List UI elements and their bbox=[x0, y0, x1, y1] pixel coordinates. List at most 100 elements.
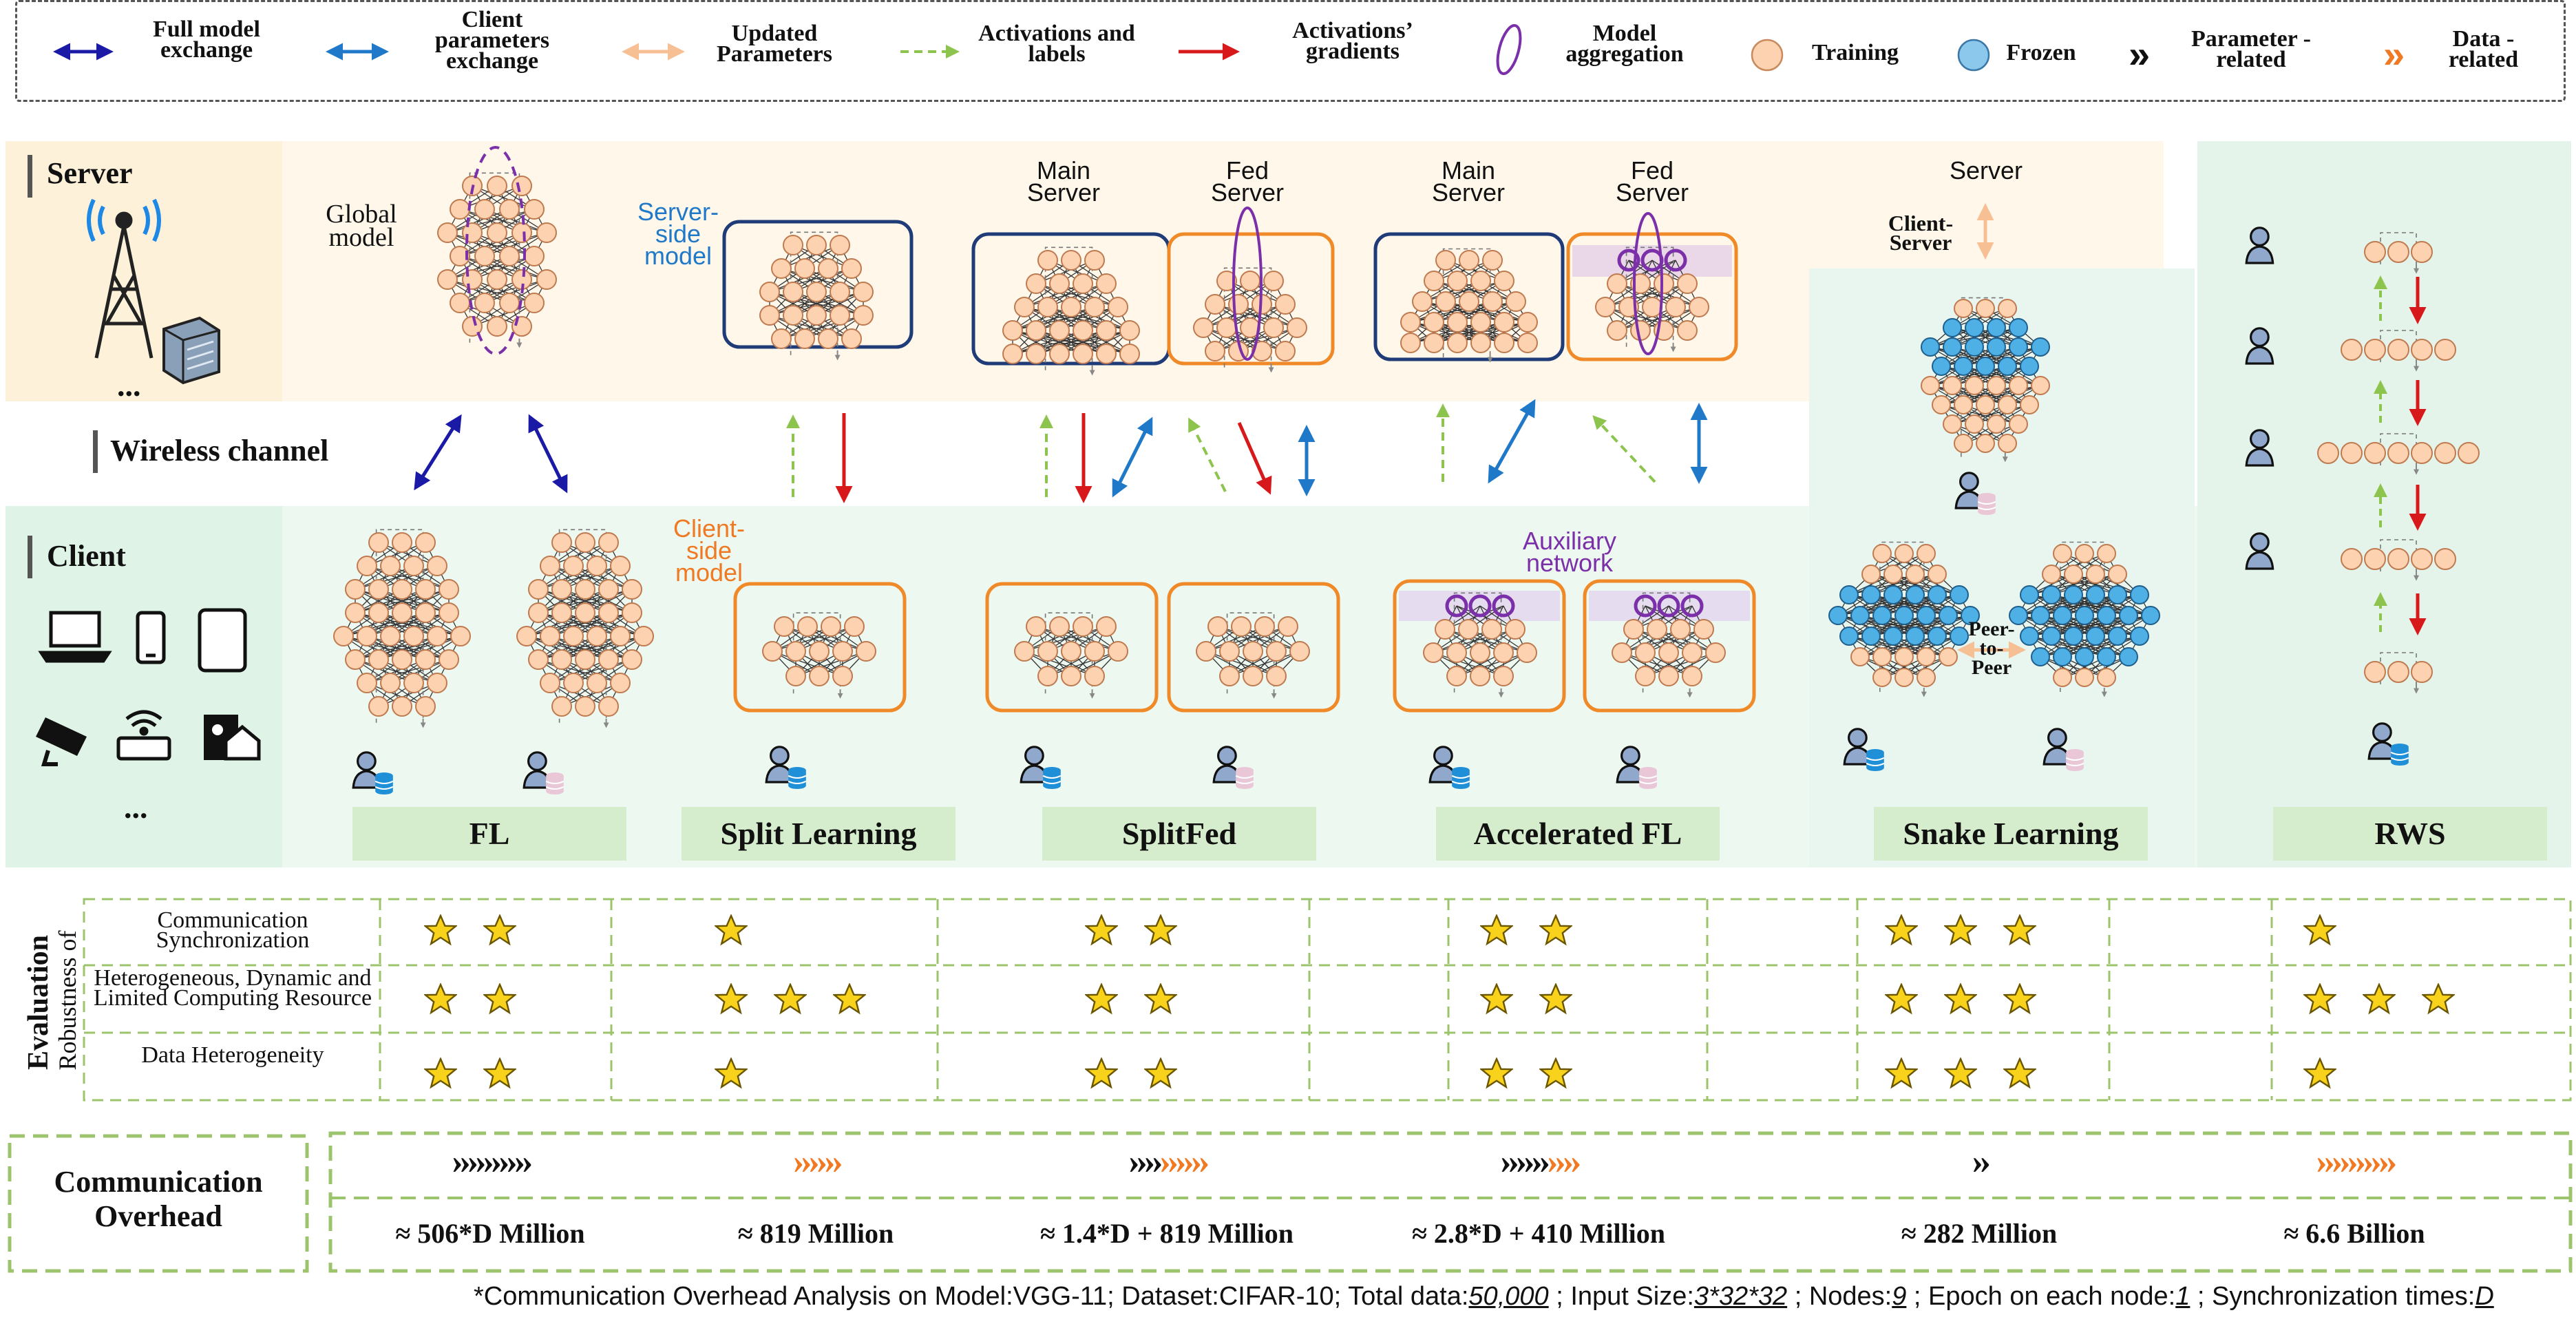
fl-client-model-2-edge bbox=[526, 612, 586, 637]
sl-server-model-edge bbox=[804, 315, 864, 339]
afl-client-model-1-node bbox=[1481, 619, 1502, 640]
snake-client-model-1-node bbox=[1850, 647, 1870, 666]
legend-activations-label: Activations and labels bbox=[978, 21, 1135, 67]
fl-client-model-2-node bbox=[563, 626, 584, 646]
data-chevrons: ›››››› bbox=[1159, 1142, 1210, 1181]
snake-client-model-2-edge bbox=[2073, 615, 2151, 637]
rating-star bbox=[424, 914, 457, 945]
method-fl: FL bbox=[352, 807, 626, 861]
afl-client-model-1-node bbox=[1435, 619, 1455, 640]
overhead-chevrons: ›››››››››› bbox=[339, 1141, 642, 1182]
snake-client-model-2-node bbox=[2130, 585, 2149, 604]
sf-main-server-model-edge bbox=[1047, 283, 1107, 308]
afl-client-model-1-node bbox=[1470, 642, 1490, 663]
rating-star bbox=[2003, 983, 2036, 1014]
snake-client-model-1-node bbox=[1905, 565, 1925, 584]
sf-main-server-model-node bbox=[1014, 297, 1035, 317]
fl-client-model-1-node bbox=[368, 579, 389, 600]
sf-main-server-model-node bbox=[1108, 297, 1128, 317]
snake-client-model-2-node bbox=[2108, 565, 2127, 584]
snake-server-model-node bbox=[2009, 376, 2028, 395]
snake-server-model-node bbox=[1976, 357, 1995, 376]
sf-main-server-model-node bbox=[1084, 250, 1105, 271]
snake-client-model-2-edge bbox=[2062, 656, 2129, 678]
afl-fed-server-model-edge bbox=[1640, 306, 1700, 331]
afl-main-server-model-node bbox=[1400, 333, 1421, 353]
snake-client-model-1-edge bbox=[1892, 615, 1971, 637]
snake-server-model-edge bbox=[1985, 385, 2041, 406]
sf-fed-server-model-node bbox=[1216, 317, 1237, 338]
rating-star bbox=[1885, 983, 1918, 1014]
rws-layer-4-node bbox=[2341, 548, 2363, 570]
sf-main-server-model-node bbox=[1026, 320, 1046, 341]
server-rack-icon bbox=[162, 316, 220, 385]
snake-client-model-1-edge bbox=[1881, 594, 1960, 616]
sf-user-db-2 bbox=[1235, 766, 1254, 790]
legend-training-label: Training bbox=[1812, 40, 1899, 65]
user-icons bbox=[352, 227, 2409, 796]
fl-client-model-1-node bbox=[403, 556, 424, 576]
afl-main-server-model-node bbox=[1400, 312, 1421, 333]
fl-client-model-2-edge bbox=[538, 565, 598, 590]
rating-star bbox=[483, 1057, 516, 1088]
fl-client-model-2-node bbox=[622, 579, 642, 600]
snake-server-model-edge bbox=[1941, 346, 2019, 367]
fl-global-model-node bbox=[462, 222, 483, 243]
snake-server-model-node bbox=[1954, 299, 1973, 318]
fl-client-model-2-node bbox=[575, 649, 595, 670]
sf-main-server-model-node bbox=[1119, 344, 1140, 364]
server-region-label: Server bbox=[47, 156, 133, 190]
afl-client-model-2-edge bbox=[1621, 629, 1681, 653]
snake-client-model-1-node bbox=[1861, 585, 1881, 604]
sl-client-model-node bbox=[832, 641, 853, 662]
snake-server-model-node bbox=[1987, 376, 2006, 395]
sf-main-server-model-edge bbox=[1024, 283, 1107, 308]
sf-fed-server-model-node bbox=[1193, 317, 1214, 338]
footnote-prefix: *Communication Overhead Analysis on Mode… bbox=[474, 1282, 1469, 1311]
fl-client-model-2-node bbox=[540, 626, 560, 646]
fl-global-model-node bbox=[536, 222, 557, 243]
afl-main-server-model-node bbox=[1459, 291, 1479, 312]
fl-client-model-1-edge bbox=[401, 635, 461, 660]
rating-star bbox=[715, 914, 748, 945]
footnote-input-prefix: ; Input Size: bbox=[1548, 1282, 1694, 1311]
legend-frame bbox=[15, 0, 2566, 102]
afl-client-model-2-skeleton bbox=[1642, 592, 1691, 693]
fl-global-model-node bbox=[536, 269, 557, 290]
snake-server-model-node bbox=[1987, 318, 2006, 337]
snake-server-model-node bbox=[1943, 414, 1962, 434]
sf-client-model-2-node bbox=[1289, 641, 1310, 662]
snake-client-model-2-node bbox=[2086, 585, 2105, 604]
snake-server-model-node bbox=[1998, 395, 2017, 414]
fl-exchange-arrow-right bbox=[528, 414, 568, 494]
rws-flow-arrows bbox=[2374, 275, 2427, 635]
snake-server-model-edge bbox=[1952, 404, 2030, 425]
snake-client-model-2-edge bbox=[2018, 594, 2074, 616]
evaluation-subtitle: Robustness of bbox=[54, 930, 81, 1071]
sf-main-server-model-node bbox=[1061, 297, 1081, 317]
rating-star bbox=[2303, 1057, 2336, 1088]
server-ellipsis: ... bbox=[117, 368, 141, 403]
fl-client-model-1-node bbox=[439, 602, 459, 623]
rating-star bbox=[1085, 983, 1118, 1014]
snake-server-model-node bbox=[1943, 318, 1962, 337]
fl-global-model-node bbox=[524, 293, 545, 313]
sl-server-model-edge bbox=[792, 268, 852, 293]
fl-client-model-1-edge bbox=[378, 589, 450, 613]
snake-server-model-node bbox=[1987, 337, 2006, 357]
snake-client-model-1-node bbox=[1861, 565, 1881, 584]
sl-server-model-box bbox=[722, 220, 914, 349]
snake-client-model-2-edge bbox=[2029, 615, 2085, 637]
footnote-total-data: 50,000 bbox=[1468, 1282, 1549, 1311]
evaluation-grid bbox=[83, 898, 2572, 1102]
snake-server-model-edge bbox=[1952, 404, 2008, 425]
fl-global-model-edge bbox=[447, 209, 510, 233]
snake-client-model-2-node bbox=[2119, 647, 2138, 666]
rws-layer-3-node bbox=[2317, 442, 2339, 464]
sl-user-db bbox=[788, 766, 807, 790]
fl-client-model-1-edge bbox=[343, 612, 403, 637]
rws-layer-3-node bbox=[2434, 442, 2456, 464]
snake-server-model-node bbox=[2020, 395, 2039, 414]
fl-client-model-1-edge bbox=[390, 659, 450, 684]
snake-client-model-2-node bbox=[2141, 606, 2160, 625]
